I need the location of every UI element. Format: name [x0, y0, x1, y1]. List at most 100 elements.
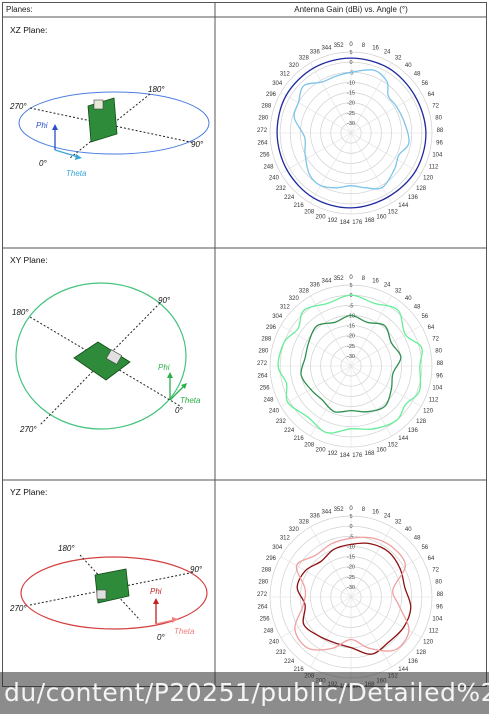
radial-tick-label: -30: [347, 121, 355, 127]
grid-spoke: [310, 62, 352, 134]
antenna-chip-icon: [96, 589, 107, 600]
radial-tick-label: -30: [347, 354, 355, 360]
angle-label-right: 90°: [191, 140, 204, 149]
angle-label-left: 270°: [9, 604, 27, 613]
angle-tick-label: 128: [416, 419, 427, 425]
radial-tick-label: -10: [347, 80, 355, 86]
angle-tick-label: 192: [327, 218, 338, 224]
angle-tick-label: 328: [299, 520, 310, 526]
grid-spoke: [280, 325, 352, 367]
angle-tick-label: 344: [321, 45, 332, 51]
angle-tick-label: 104: [432, 617, 443, 623]
plane-ellipse: [20, 556, 208, 630]
angle-tick-label: 216: [294, 436, 305, 442]
angle-tick-label: 320: [289, 63, 300, 69]
angle-tick-label: 72: [432, 103, 439, 109]
theta-label: Theta: [66, 169, 87, 178]
angle-tick-label: 272: [257, 128, 268, 134]
angle-label-bottom: 0°: [157, 633, 165, 642]
radial-tick-label: -5: [349, 303, 354, 309]
theta-label: Theta: [180, 396, 201, 405]
angle-tick-label: 40: [405, 63, 412, 69]
plane-title: XZ Plane:: [10, 25, 47, 35]
angle-tick-label: 144: [398, 667, 409, 673]
yz-plane-diagram: YZ Plane: Phi Theta 180° 90° 270° 0°: [9, 487, 208, 642]
angle-tick-label: 160: [376, 215, 387, 221]
angle-tick-label: 312: [280, 304, 291, 310]
radial-tick-label: -20: [347, 101, 355, 107]
angle-tick-label: 304: [272, 314, 283, 320]
angle-tick-label: 72: [432, 336, 439, 342]
angle-tick-label: 24: [384, 514, 391, 520]
radial-tick-label: -30: [347, 585, 355, 591]
pcb-board-icon: [73, 341, 131, 381]
angle-tick-label: 96: [436, 373, 443, 379]
angle-tick-label: 136: [408, 195, 419, 201]
theta-arrow: [169, 385, 185, 401]
angle-tick-label: 16: [372, 509, 379, 515]
angle-tick-label: 144: [398, 436, 409, 442]
grid-spoke: [280, 92, 352, 134]
angle-tick-label: 64: [428, 92, 435, 98]
radial-tick-label: -5: [349, 534, 354, 540]
angle-label-right: 90°: [190, 565, 203, 574]
dashed-axis: [29, 316, 181, 407]
angle-tick-label: 288: [261, 567, 272, 573]
grid-spoke: [280, 596, 352, 638]
angle-tick-label: 80: [435, 116, 442, 122]
theta-arrowhead: [172, 617, 178, 623]
series-line-2: [293, 69, 410, 190]
angle-label-left: 270°: [9, 102, 27, 111]
angle-tick-label: 232: [276, 186, 287, 192]
radial-tick-label: -25: [347, 344, 355, 350]
theta-arrow: [155, 619, 175, 625]
angle-tick-label: 304: [272, 545, 283, 551]
angle-tick-label: 216: [294, 667, 305, 673]
radial-tick-label: 0: [349, 293, 352, 299]
angle-tick-label: 344: [321, 278, 332, 284]
angle-tick-label: 264: [257, 140, 268, 146]
angle-label-bottom: 270°: [19, 425, 37, 434]
angle-tick-label: 168: [364, 451, 375, 457]
antenna-chip-icon: [93, 99, 104, 110]
angle-label-top: 90°: [158, 296, 171, 305]
angle-tick-label: 240: [269, 176, 280, 182]
angle-tick-label: 0: [349, 275, 353, 281]
angle-tick-label: 184: [340, 453, 351, 459]
angle-tick-label: 64: [428, 556, 435, 562]
angle-tick-label: 120: [423, 409, 434, 415]
angle-tick-label: 64: [428, 325, 435, 331]
table-frame: [2, 2, 487, 687]
radial-tick-label: -15: [347, 91, 355, 97]
angle-tick-label: 320: [289, 296, 300, 302]
series-line-2: [294, 536, 410, 652]
radial-tick-label: 5: [349, 283, 352, 289]
grid-spoke: [310, 132, 352, 204]
angle-tick-label: 304: [272, 81, 283, 87]
angle-label-right: 0°: [175, 406, 183, 415]
angle-tick-label: 256: [260, 386, 271, 392]
planes-header: Planes:: [6, 5, 33, 14]
angle-tick-label: 352: [334, 276, 345, 282]
angle-tick-label: 160: [376, 448, 387, 454]
phi-label: Phi: [36, 121, 48, 130]
radial-tick-label: 5: [349, 50, 352, 56]
angle-tick-label: 48: [414, 535, 421, 541]
angle-tick-label: 192: [327, 451, 338, 457]
angle-tick-label: 56: [421, 545, 428, 551]
angle-tick-label: 264: [257, 373, 268, 379]
grid-spoke: [280, 132, 352, 174]
grid-spoke: [350, 132, 422, 174]
angle-tick-label: 336: [310, 50, 321, 56]
series-line-2: [300, 314, 402, 413]
plane-ellipse: [15, 282, 187, 430]
angle-tick-label: 200: [316, 215, 327, 221]
url-overlay-text: du/content/P20251/public/Detailed%20De: [4, 678, 489, 707]
angle-tick-label: 40: [405, 296, 412, 302]
grid-spoke: [280, 556, 352, 598]
grid-spoke: [350, 556, 422, 598]
angle-label-bottom: 0°: [39, 159, 47, 168]
angle-tick-label: 104: [432, 153, 443, 159]
